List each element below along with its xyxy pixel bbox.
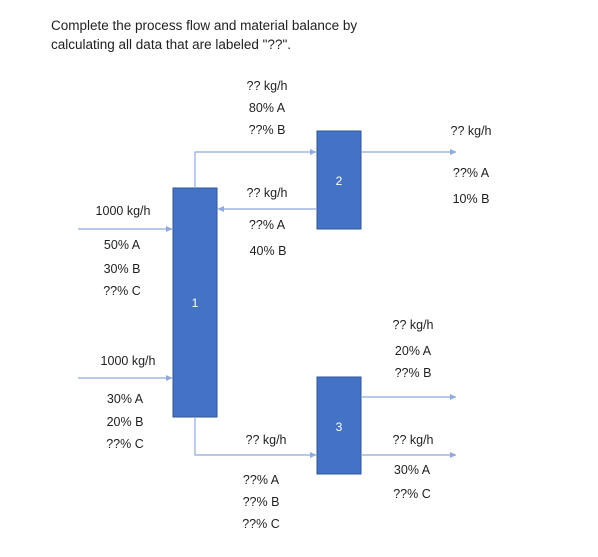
product-3-top-flow: ?? kg/h <box>392 318 434 332</box>
product-2-comp-b: 10% B <box>452 192 490 206</box>
product-3-top-comp-a: 20% A <box>394 344 432 358</box>
recycle-comp-a: ??% A <box>248 218 286 232</box>
product-3-bottom-comp-a: 30% A <box>393 463 431 477</box>
unit-3-block <box>316 376 362 475</box>
product-2-comp-a: ??% A <box>452 166 490 180</box>
feed-a-comp-b: 30% B <box>103 262 141 276</box>
to-unit3-comp-a: ??% A <box>242 473 280 487</box>
recycle-flow: ?? kg/h <box>246 186 288 200</box>
recycle-comp-b: 40% B <box>249 244 287 258</box>
product-3-top-comp-b: ??% B <box>394 366 432 380</box>
problem-statement: Complete the process flow and material b… <box>51 18 358 52</box>
unit-3-label: 3 <box>336 420 343 434</box>
to-unit2-flow: ?? kg/h <box>246 79 288 93</box>
unit-2-label: 2 <box>336 174 343 188</box>
unit-2-block <box>316 130 362 230</box>
to-unit3-comp-b: ??% B <box>242 495 280 509</box>
product-3-bottom-comp-c: ??% C <box>393 487 431 501</box>
to-unit2-comp-b: ??% B <box>248 123 286 137</box>
feed-a-comp-a: 50% A <box>103 238 141 252</box>
to-unit2-comp-a: 80% A <box>248 101 286 115</box>
unit-1-block <box>172 187 218 418</box>
product-2-flow: ?? kg/h <box>450 124 492 138</box>
to-unit3-comp-c: ??% C <box>242 517 280 531</box>
feed-b-comp-c: ??% C <box>106 437 144 451</box>
stream-unit1-to-unit3 <box>194 417 317 458</box>
to-unit3-flow: ?? kg/h <box>245 433 287 447</box>
feed-b-flow: 1000 kg/h <box>100 354 156 368</box>
feed-b-comp-a: 30% A <box>106 392 144 406</box>
unit-1-label: 1 <box>192 296 199 310</box>
feed-a-flow: 1000 kg/h <box>95 204 151 218</box>
stream-unit1-to-unit2 <box>194 149 317 188</box>
product-3-bottom-flow: ?? kg/h <box>392 433 434 447</box>
feed-a-comp-c: ??% C <box>103 284 141 298</box>
feed-b-comp-b: 20% B <box>106 415 144 429</box>
